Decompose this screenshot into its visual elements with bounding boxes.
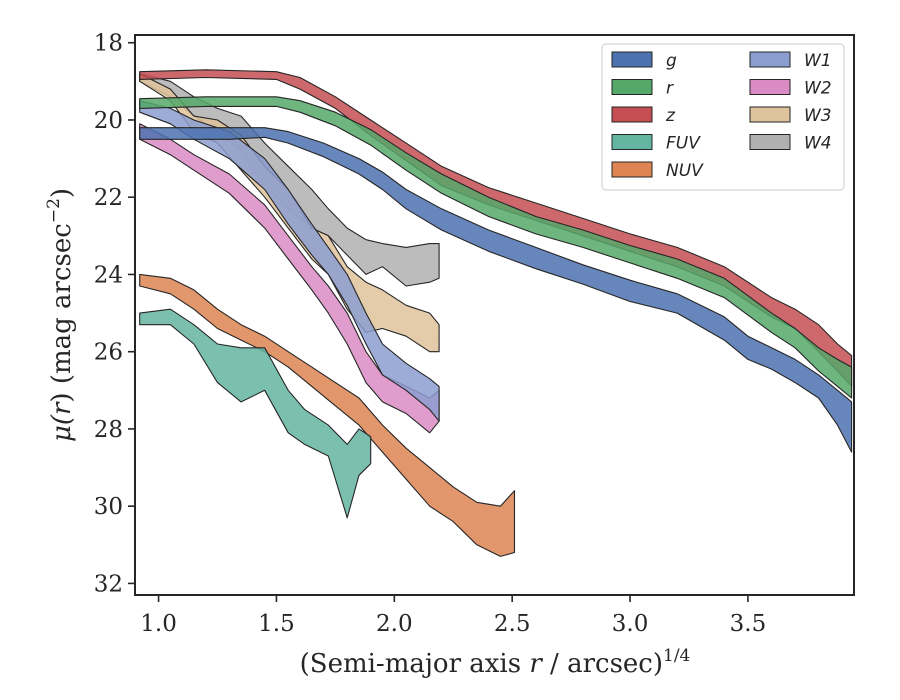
band-nuv <box>139 273 516 557</box>
legend-swatch-fuv <box>611 134 653 150</box>
legend-label-w2: W2 <box>804 79 832 99</box>
legend-swatch-g <box>611 51 653 68</box>
legend-label-w4: W4 <box>804 134 832 154</box>
band-fuv <box>139 308 372 519</box>
x-tick-label: 2.0 <box>376 611 413 637</box>
legend-label-g: g <box>666 51 677 71</box>
y-tick-label: 26 <box>94 340 123 366</box>
legend-label-z: z <box>665 106 676 126</box>
legend-swatch-w2 <box>749 79 791 95</box>
x-tick-label: 3.0 <box>612 611 649 637</box>
x-tick-label: 3.5 <box>730 611 767 637</box>
band-r <box>139 96 853 399</box>
y-axis-label: μ(r) (mag arcsec−2) <box>44 188 77 442</box>
legend: grz FUV NUV W1 W2 W3 W4 <box>601 43 845 191</box>
y-tick-label: 22 <box>94 185 123 211</box>
y-tick-label: 30 <box>94 494 123 520</box>
x-axis-label: (Semi-major axis r / arcsec)1/4 <box>300 646 691 679</box>
legend-swatch-nuv <box>611 161 653 178</box>
bands-layer <box>139 69 853 557</box>
legend-label-fuv: FUV <box>666 134 701 154</box>
band-w1 <box>139 100 440 422</box>
y-tick-label: 28 <box>94 417 123 443</box>
legend-label-w1: W1 <box>804 51 832 71</box>
x-axis: 1.0 1.5 2.0 2.5 3.0 3.5 <box>140 595 766 637</box>
x-tick-label: 1.5 <box>258 611 295 637</box>
band-g <box>139 127 853 453</box>
legend-label-nuv: NUV <box>666 161 704 181</box>
x-tick-label: 2.5 <box>494 611 531 637</box>
y-tick-label: 20 <box>94 108 123 134</box>
legend-label-r: r <box>666 79 674 99</box>
legend-swatch-r <box>611 79 653 95</box>
legend-swatch-w3 <box>749 106 791 123</box>
plot-frame <box>134 34 855 596</box>
y-axis: 18 20 22 24 26 28 30 32 <box>94 31 135 597</box>
legend-label-w3: W3 <box>804 106 832 126</box>
legend-swatch-w4 <box>749 134 791 150</box>
y-tick-label: 18 <box>94 31 123 57</box>
legend-swatch-z <box>611 106 653 123</box>
y-tick-label: 24 <box>94 262 123 288</box>
x-tick-label: 1.0 <box>140 611 177 637</box>
legend-swatch-w1 <box>749 51 791 68</box>
y-tick-label: 32 <box>94 571 123 597</box>
